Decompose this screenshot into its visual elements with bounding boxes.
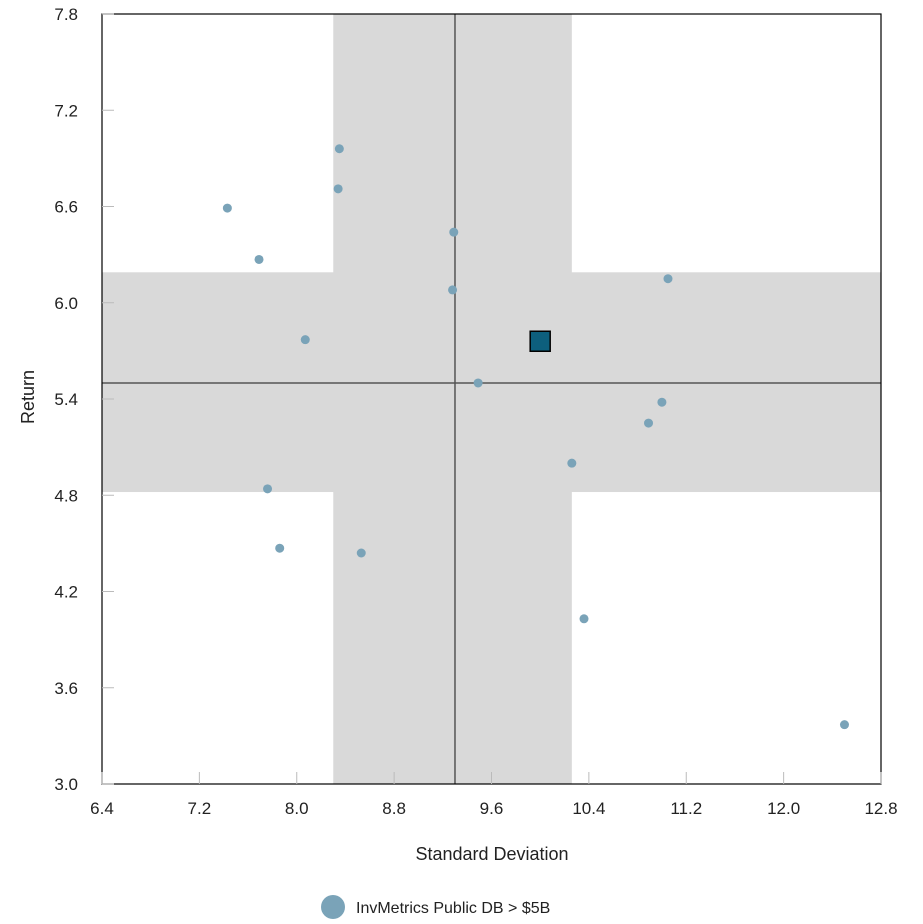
data-point (644, 418, 654, 428)
median-lines (102, 14, 881, 784)
y-axis-title: Return (18, 370, 38, 424)
x-tick-label: 12.0 (767, 799, 800, 818)
data-point (254, 254, 264, 264)
data-point (449, 227, 459, 237)
data-point (448, 285, 458, 295)
data-point (579, 614, 589, 624)
y-tick-label: 6.6 (54, 198, 78, 217)
data-point (657, 397, 667, 407)
y-tick-label: 3.0 (54, 775, 78, 794)
x-tick-label: 8.0 (285, 799, 309, 818)
x-tick-label: 12.8 (864, 799, 897, 818)
highlight-marker-group (529, 330, 551, 352)
data-point (567, 458, 577, 468)
data-point (300, 335, 310, 345)
y-tick-label: 4.2 (54, 583, 78, 602)
data-point (839, 720, 849, 730)
x-tick-labels: 6.4 7.2 8.0 8.8 9.6 10.4 11.2 12.0 12.8 (90, 772, 898, 818)
x-tick-label: 9.6 (480, 799, 504, 818)
y-tick-label: 3.6 (54, 679, 78, 698)
legend-label: InvMetrics Public DB > $5B (356, 900, 550, 917)
data-point (356, 548, 366, 558)
legend: InvMetrics Public DB > $5B (321, 895, 550, 919)
data-points (222, 144, 849, 730)
data-point (275, 543, 285, 553)
x-tick-label: 6.4 (90, 799, 114, 818)
x-tick-label: 11.2 (670, 799, 702, 818)
data-point (473, 378, 483, 388)
x-tick-label: 10.4 (572, 799, 605, 818)
y-tick-label: 7.2 (54, 101, 78, 120)
x-tick-label: 8.8 (382, 799, 406, 818)
data-point (222, 203, 232, 213)
y-tick-label: 4.8 (54, 486, 78, 505)
legend-marker (321, 895, 345, 919)
data-point (333, 184, 343, 194)
data-point (334, 144, 344, 154)
y-tick-label: 7.8 (54, 5, 78, 24)
x-axis-title: Standard Deviation (415, 844, 568, 864)
y-tick-labels: 3.0 3.6 4.2 4.8 5.4 6.0 6.6 7.2 7.8 (54, 5, 114, 794)
y-tick-label: 5.4 (54, 390, 78, 409)
x-tick-label: 7.2 (188, 799, 212, 818)
highlight-marker (529, 330, 551, 352)
y-tick-label: 6.0 (54, 294, 78, 313)
shaded-bands (102, 14, 881, 784)
horizontal-band (102, 272, 881, 493)
data-point (663, 274, 673, 284)
data-point (263, 484, 273, 494)
